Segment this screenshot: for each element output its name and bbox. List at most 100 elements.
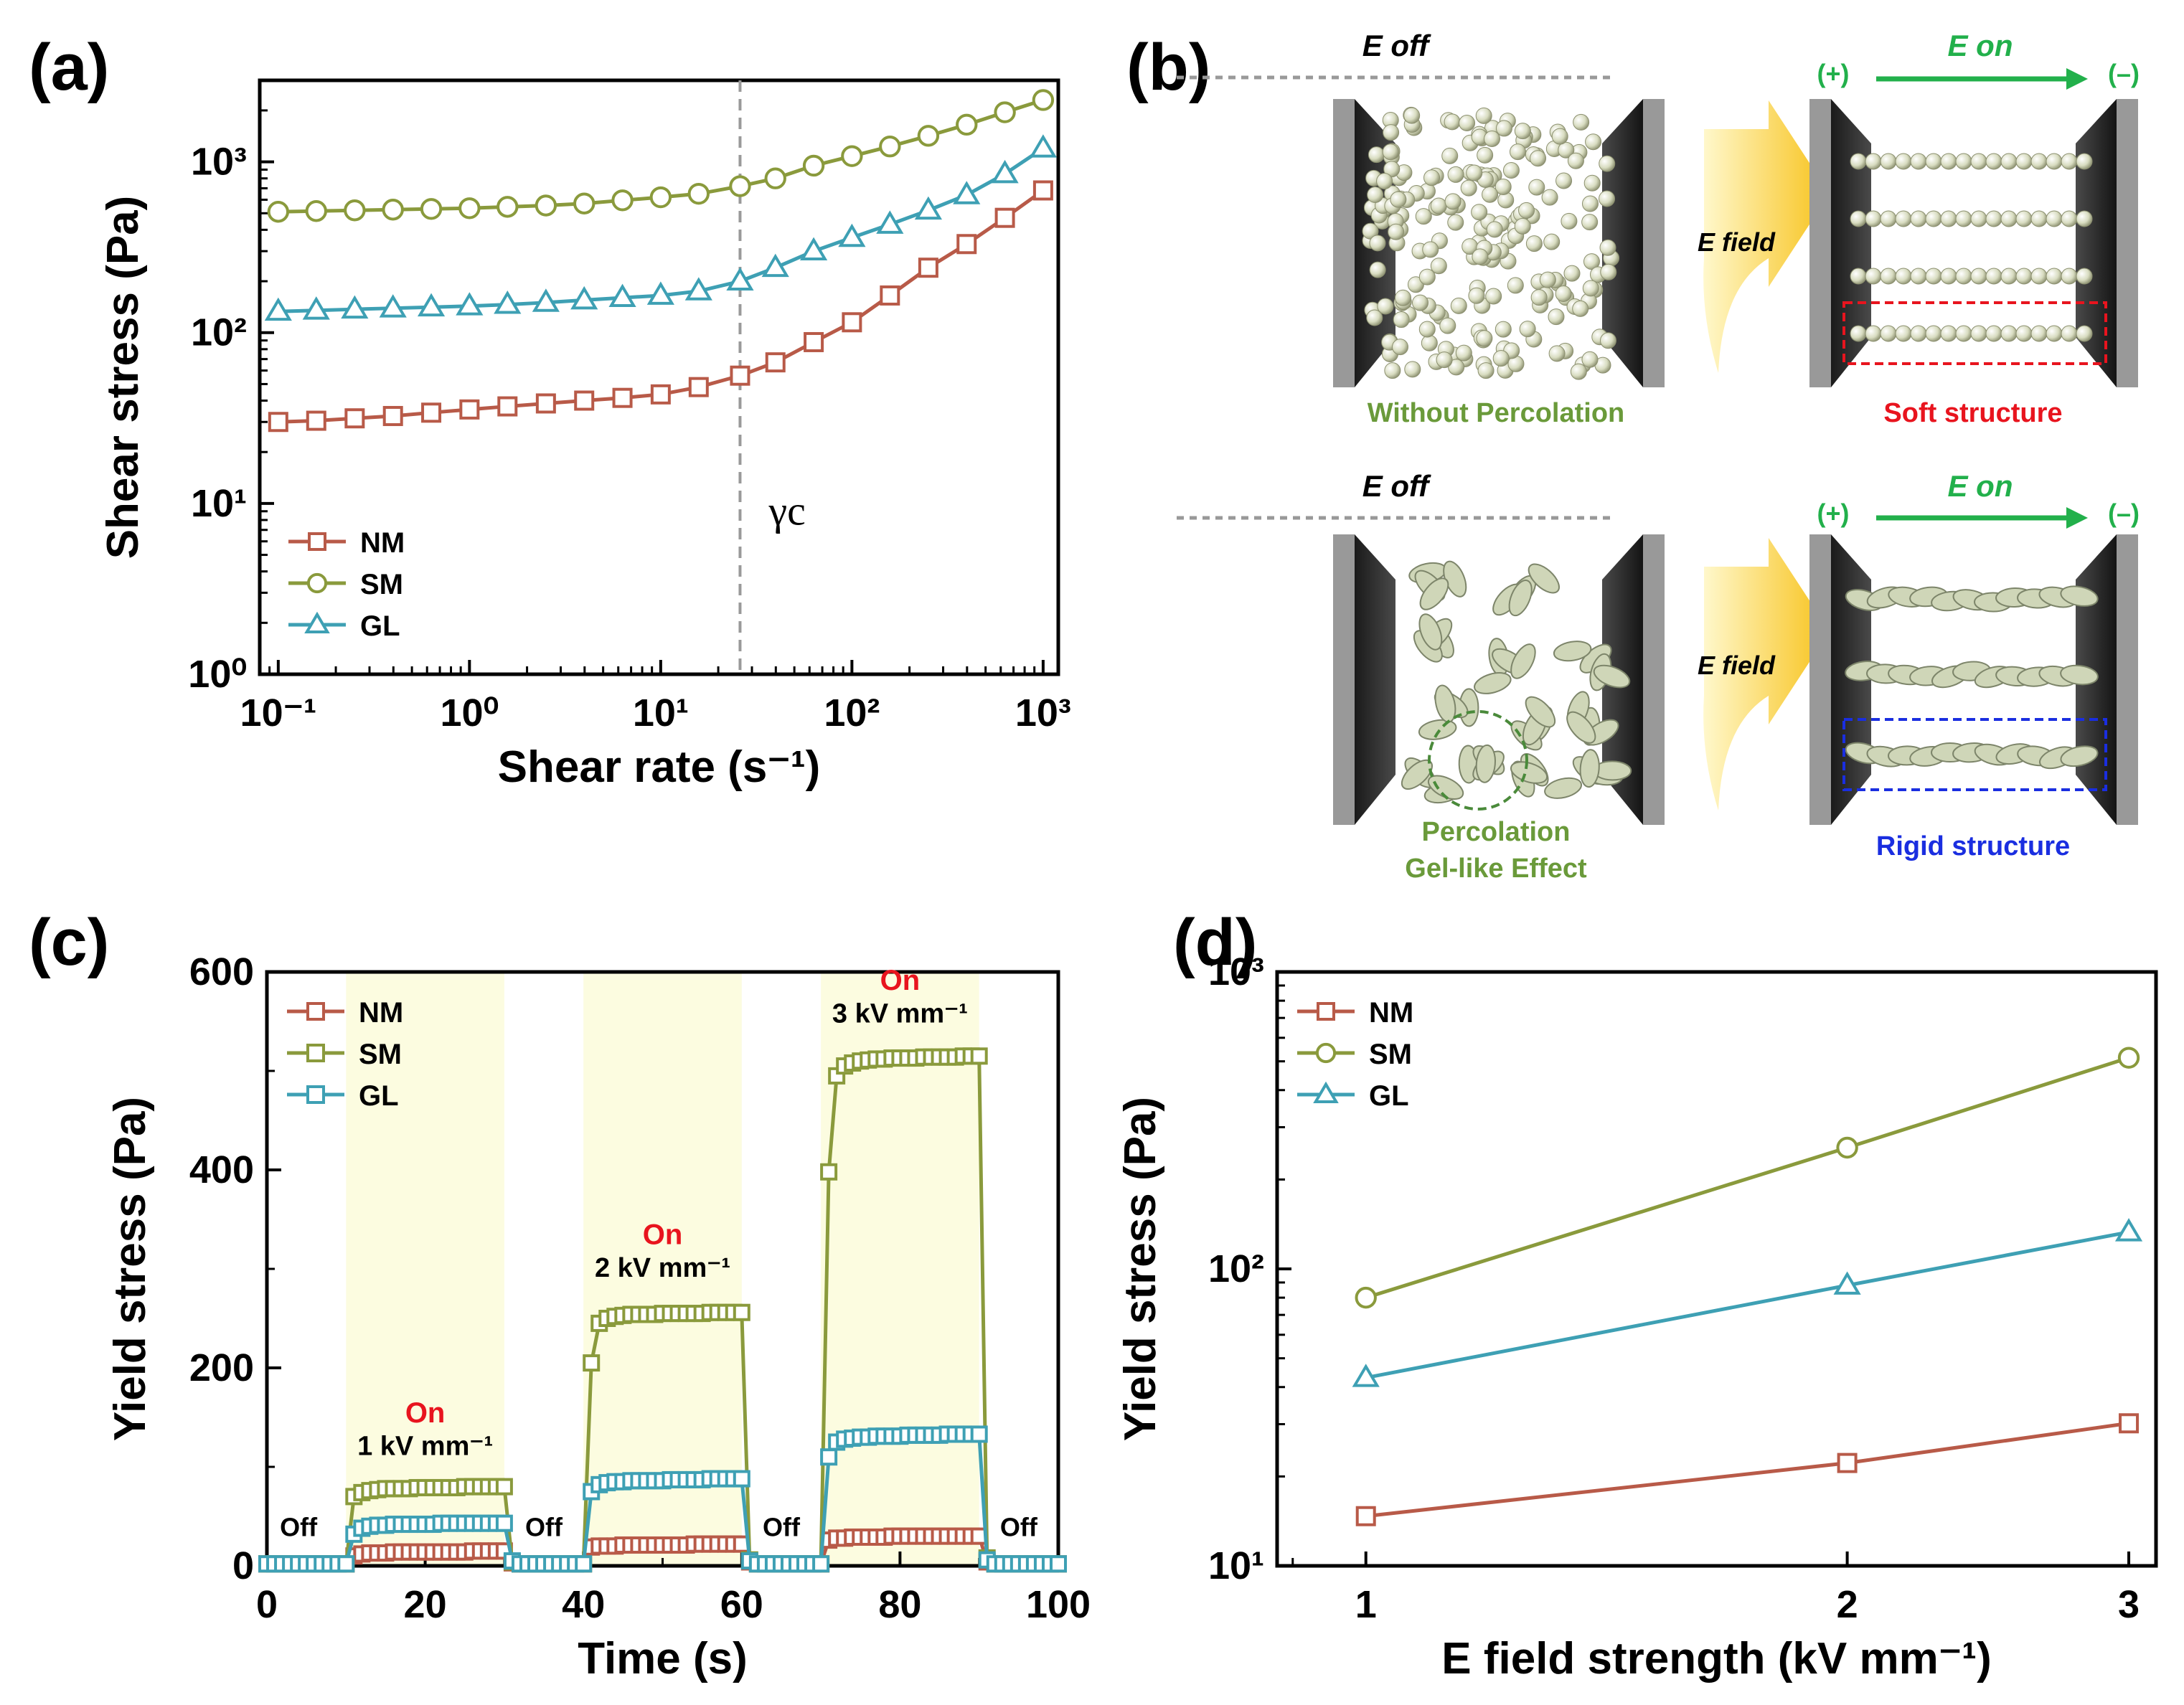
particle-sphere [1476,330,1493,347]
particle-sphere [1390,191,1407,208]
particle-sphere [1600,263,1617,280]
particle-sphere [1561,212,1578,230]
data-point [495,1514,513,1532]
particle-sphere [2000,210,2018,227]
legend-entry: NM [359,997,403,1029]
particle-flake [2060,585,2099,607]
y-tick-label: 0 [232,1544,254,1587]
chart-yield-stress-time: 0 20 40 60 80 100 0 200 400 600 Time (s) Yield stre… [105,950,1091,1683]
y-axis-label: Shear stress (Pa) [98,196,148,559]
particle-sphere [1955,210,1972,227]
particle-sphere [1436,351,1453,369]
critical-rate-label: γc [768,488,805,534]
particle-sphere [1570,363,1587,380]
particle-sphere [1411,294,1428,311]
particle-sphere [2076,210,2093,227]
series-line-sm [1365,1056,2129,1300]
particle-sphere [1895,210,1912,227]
panel-label-c: (c) [29,906,109,979]
particle-flake [1418,719,1457,740]
data-point [535,393,556,414]
data-point [991,159,1019,184]
data-point [733,1303,750,1321]
particle-flake [1510,761,1548,784]
x-tick-label: 20 [404,1583,447,1626]
particle-sphere [1477,362,1495,379]
data-point [765,352,786,373]
data-point [917,125,940,147]
data-point [496,196,519,218]
data-point [726,267,754,291]
legend-entry: SM [359,1039,402,1070]
legend-entry: GL [359,1080,399,1112]
data-point [302,296,330,320]
particle-sphere [2046,210,2063,227]
legend-entry: SM [1369,1039,1412,1070]
particle-sphere [1519,321,1536,338]
data-point [1836,1136,1858,1159]
legend-marker [306,1085,325,1104]
data-point [456,292,484,316]
data-point [802,154,825,177]
particle-sphere [1599,190,1616,207]
legend: NM SM GL [287,997,403,1112]
particle-flake [1475,744,1496,783]
particle-sphere [1880,268,1897,285]
series-sm [1355,1047,2140,1309]
particle-sphere [1441,147,1459,164]
particle-sphere [1530,289,1548,306]
data-point [879,136,901,158]
particle-sphere [1970,325,1987,342]
data-point [956,234,977,255]
data-point [970,1047,988,1065]
particle-sphere [1970,268,1987,285]
particle-sphere [1430,258,1447,275]
legend-marker [1317,1002,1335,1021]
legend-marker [306,572,328,594]
particle-sphere [1394,289,1411,306]
particle-sphere [1495,321,1512,338]
data-point [535,194,557,217]
particle-sphere [1377,298,1394,315]
y-tick-label: 10¹ [191,482,247,525]
legend-marker [308,532,326,551]
particle-sphere [1450,297,1467,314]
particle-sphere [1475,107,1492,124]
particle-sphere [1468,287,1485,304]
e-off-label-2: E off [1362,469,1432,503]
particle-sphere [1393,311,1410,329]
particle-sphere [1955,268,1972,285]
series-sm [267,89,1055,223]
data-point [804,331,824,352]
particle-sphere [1583,174,1601,192]
minus-label-2: (–) [2108,499,2140,528]
cell-spheres-off: E off Without Percolation [1177,29,1665,428]
data-point [2114,1218,2143,1242]
particle-sphere [1421,334,1438,351]
particle-flake [1510,643,1536,679]
particle-sphere [1448,359,1465,376]
particle-sphere [1439,317,1456,334]
data-point [994,207,1015,228]
particle-sphere [1573,113,1590,131]
particle-flake [2060,745,2099,768]
legend: NM SM GL [288,527,405,642]
x-axis-label: Shear rate (s⁻¹) [498,742,821,792]
y-tick-label: 10¹ [1208,1544,1264,1587]
particle-sphere [1447,166,1464,183]
legend-marker [306,1044,325,1062]
y-tick-label: 400 [189,1148,254,1191]
particle-sphere [1910,268,1927,285]
data-point [970,1425,988,1443]
x-tick-label: 80 [878,1583,921,1626]
y-tick-label: 10³ [191,141,247,184]
particle-sphere [2046,325,2063,342]
data-point [459,399,480,420]
particle-sphere [2030,210,2048,227]
particle-sphere [1528,179,1545,196]
particle-sphere [1460,179,1477,197]
series-line-nm [1365,1421,2129,1519]
particle-sphere [1925,268,1942,285]
particle-sphere [1495,178,1512,195]
